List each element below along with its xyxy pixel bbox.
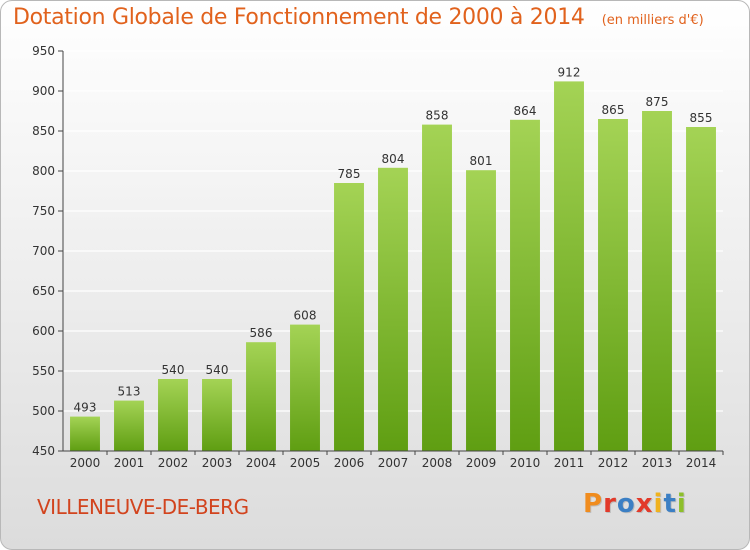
y-tick-label: 550 (32, 364, 55, 378)
bar (686, 127, 716, 451)
data-label: 608 (294, 309, 317, 323)
bar (202, 379, 232, 451)
y-tick-label: 600 (32, 324, 55, 338)
data-label: 865 (602, 103, 625, 117)
x-tick-label: 2005 (290, 456, 321, 470)
logo-letter: r (603, 489, 617, 519)
data-label: 804 (382, 152, 405, 166)
data-label: 493 (74, 401, 97, 415)
bar (114, 400, 144, 451)
data-label: 912 (558, 65, 581, 79)
data-label: 858 (426, 109, 449, 123)
x-tick-label: 2003 (202, 456, 233, 470)
y-tick-label: 450 (32, 444, 55, 458)
data-label: 801 (470, 154, 493, 168)
logo-letter: o (616, 489, 636, 519)
logo-letter: t (663, 489, 677, 519)
proxiti-logo: Proxiti (583, 489, 687, 519)
bar (598, 119, 628, 451)
data-label: 875 (646, 95, 669, 109)
x-tick-label: 2001 (114, 456, 145, 470)
labels: 450 500 550 600 650 700 750 800 850 900 950 2000 493… (32, 44, 716, 470)
data-label: 540 (162, 363, 185, 377)
bar (246, 342, 276, 451)
bar (422, 124, 452, 451)
x-tick-label: 2013 (642, 456, 673, 470)
x-tick-label: 2011 (554, 456, 585, 470)
bar (554, 81, 584, 452)
bar (334, 183, 364, 451)
x-tick-label: 2008 (422, 456, 453, 470)
y-tick-label: 700 (32, 244, 55, 258)
x-tick-label: 2012 (598, 456, 629, 470)
y-tick-label: 750 (32, 204, 55, 218)
logo-letter: x (635, 489, 654, 519)
data-label: 586 (250, 326, 273, 340)
x-tick-label: 2010 (510, 456, 541, 470)
x-tick-label: 2000 (70, 456, 101, 470)
y-tick-label: 650 (32, 284, 55, 298)
bar (378, 167, 408, 452)
x-tick-label: 2004 (246, 456, 277, 470)
chart-title: Dotation Globale de Fonctionnement de 20… (13, 5, 585, 30)
data-label: 864 (514, 104, 537, 118)
bar (290, 324, 320, 451)
x-tick-label: 2002 (158, 456, 189, 470)
data-label: 785 (338, 167, 361, 181)
logo-letter: i (676, 489, 687, 519)
axes (58, 50, 724, 455)
x-tick-label: 2007 (378, 456, 409, 470)
y-tick-label: 850 (32, 124, 55, 138)
chart-unit: (en milliers d'€) (601, 13, 704, 28)
data-label: 540 (206, 363, 229, 377)
x-tick-label: 2014 (686, 456, 717, 470)
y-tick-label: 900 (32, 84, 55, 98)
data-label: 513 (118, 385, 141, 399)
x-tick-label: 2009 (466, 456, 497, 470)
y-tick-label: 800 (32, 164, 55, 178)
bar (70, 416, 100, 451)
bar (158, 379, 188, 451)
bar (642, 111, 672, 451)
commune-name: VILLENEUVE-DE-BERG (37, 495, 249, 519)
bars (70, 81, 716, 452)
y-tick-label: 950 (32, 44, 55, 58)
logo-letter: P (583, 489, 604, 519)
bar (466, 170, 496, 451)
title-line: Dotation Globale de Fonctionnement de 20… (13, 5, 704, 30)
y-tick-label: 500 (32, 404, 55, 418)
x-tick-label: 2006 (334, 456, 365, 470)
logo-letter: i (653, 489, 664, 519)
bar (510, 119, 540, 452)
data-label: 855 (690, 111, 713, 125)
